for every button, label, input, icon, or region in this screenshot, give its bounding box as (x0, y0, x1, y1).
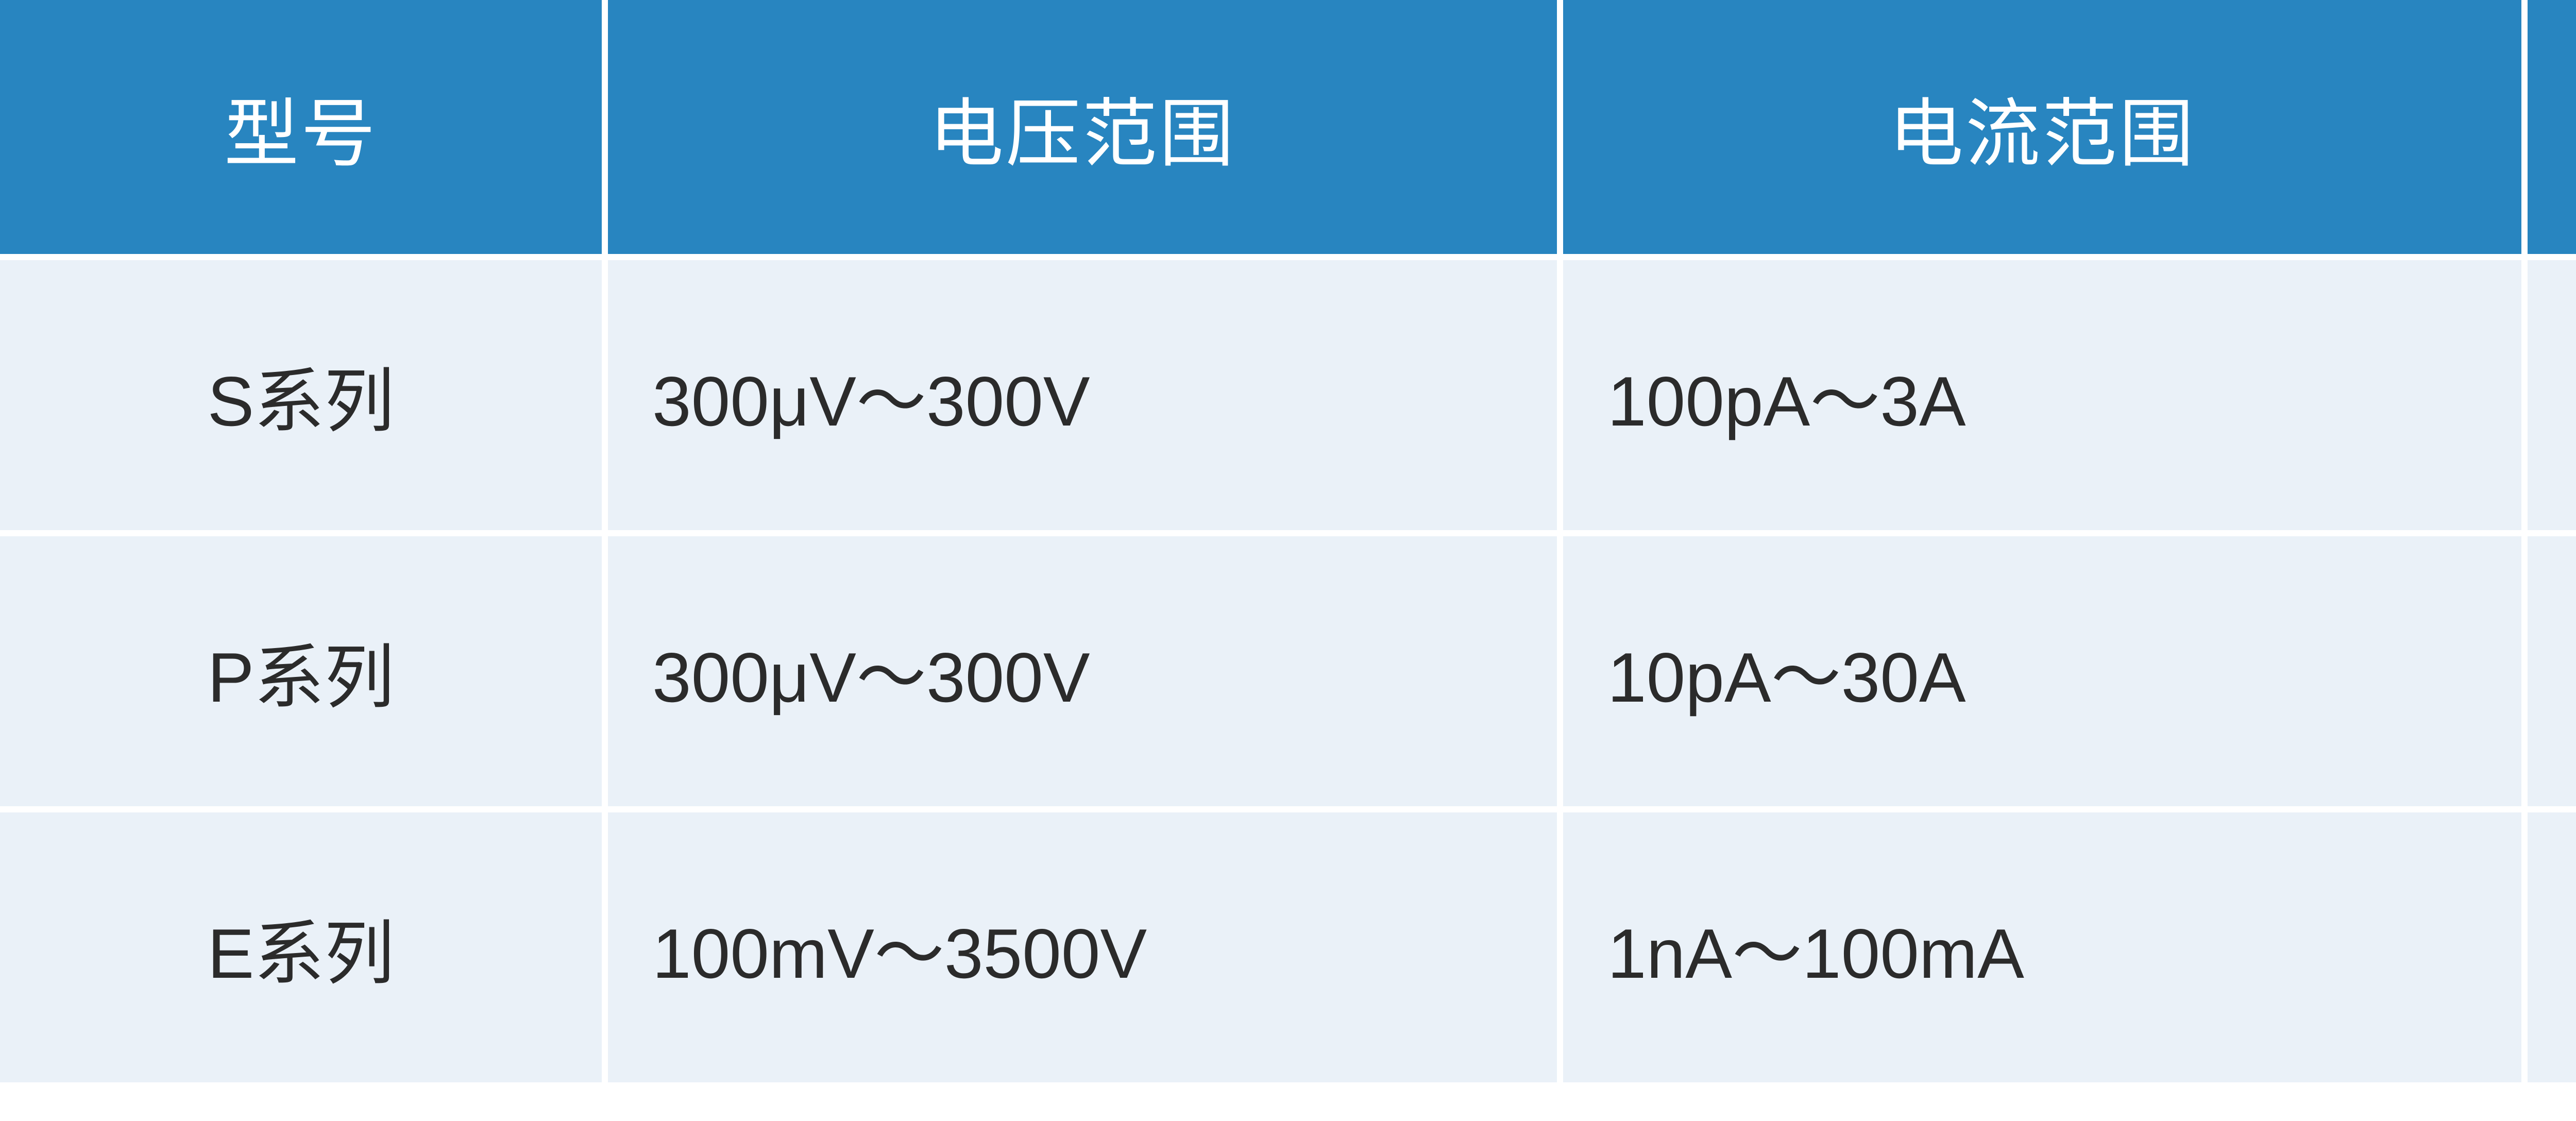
header-row: 型号 电压范围 电流范围 电压精度 电流精度 (0, 0, 2576, 254)
cell-model: E系列 (0, 812, 602, 1082)
cell-current-range: 100pA～3A (1563, 260, 2521, 530)
column-header-voltage-range: 电压范围 (608, 0, 1557, 254)
cell-model: S系列 (0, 260, 602, 530)
cell-current-range: 10pA～30A (1563, 536, 2521, 806)
table-row: E系列 100mV～3500V 1nA～100mA 0.1% 0.1% (0, 812, 2576, 1082)
cell-voltage-accuracy: 0.03% (2528, 536, 2576, 806)
cell-voltage-accuracy: 0.03% (2528, 260, 2576, 530)
table-row: P系列 300μV～300V 10pA～30A 0.03% 0.03%/0.1% (0, 536, 2576, 806)
cell-current-range: 1nA～100mA (1563, 812, 2521, 1082)
instrument-spec-table: 型号 电压范围 电流范围 电压精度 电流精度 S系列 300μV～300V 10… (0, 0, 2576, 1082)
cell-voltage-range: 100mV～3500V (608, 812, 1557, 1082)
column-header-model: 型号 (0, 0, 602, 254)
table-header: 型号 电压范围 电流范围 电压精度 电流精度 (0, 0, 2576, 254)
column-header-current-range: 电流范围 (1563, 0, 2521, 254)
table-row: S系列 300μV～300V 100pA～3A 0.03% 0.03%/0.1% (0, 260, 2576, 530)
cell-model: P系列 (0, 536, 602, 806)
column-header-voltage-accuracy: 电压精度 (2528, 0, 2576, 254)
cell-voltage-accuracy: 0.1% (2528, 812, 2576, 1082)
table-body: S系列 300μV～300V 100pA～3A 0.03% 0.03%/0.1%… (0, 260, 2576, 1082)
cell-voltage-range: 300μV～300V (608, 536, 1557, 806)
cell-voltage-range: 300μV～300V (608, 260, 1557, 530)
